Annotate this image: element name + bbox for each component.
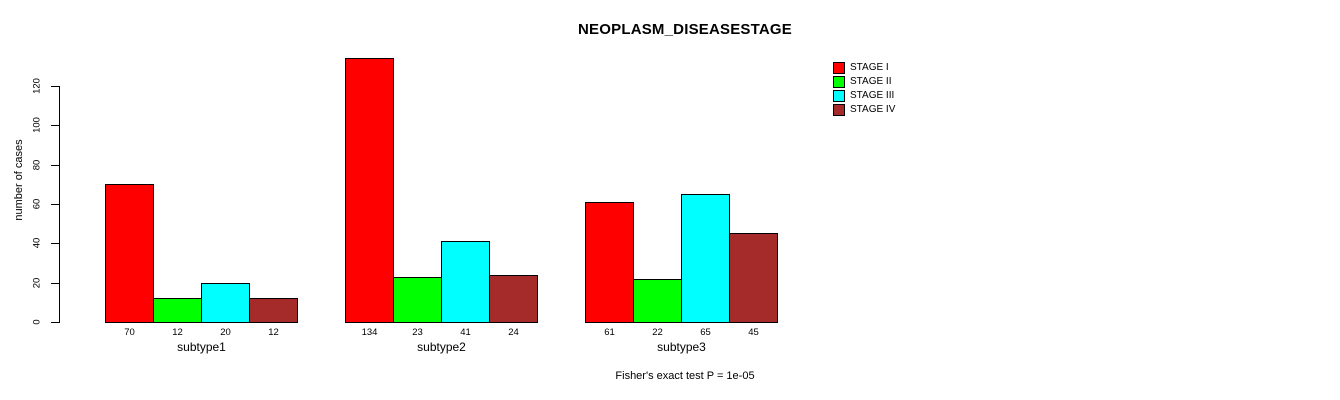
chart-title: NEOPLASM_DISEASESTAGE: [578, 21, 792, 38]
bar-subtype3-stage-iii: [681, 194, 730, 323]
y-axis-tick: [51, 86, 59, 87]
y-axis-tick-label: 60: [31, 198, 43, 210]
y-axis-tick-label: 100: [31, 117, 43, 133]
x-axis-category-label: subtype2: [417, 340, 466, 354]
bar-value-label: 65: [700, 327, 711, 338]
bar-subtype2-stage-iv: [489, 275, 538, 323]
bar-value-label: 24: [508, 327, 519, 338]
bar-value-label: 12: [268, 327, 279, 338]
bar-subtype3-stage-iv: [729, 233, 778, 323]
bar-subtype3-stage-i: [585, 202, 634, 323]
x-axis-category-label: subtype1: [177, 340, 226, 354]
legend-label: STAGE IV: [850, 104, 896, 115]
x-axis-category-label: subtype3: [657, 340, 706, 354]
legend-label: STAGE II: [850, 76, 892, 87]
legend-label: STAGE III: [850, 90, 895, 101]
y-axis-tick: [51, 322, 59, 323]
y-axis-tick: [51, 165, 59, 166]
y-axis-tick-label: 40: [31, 237, 43, 249]
bar-value-label: 12: [172, 327, 183, 338]
y-axis-tick: [51, 125, 59, 126]
bar-value-label: 134: [361, 327, 378, 338]
bar-subtype2-stage-ii: [393, 277, 442, 323]
y-axis-tick-label: 20: [31, 277, 43, 289]
bar-subtype3-stage-ii: [633, 279, 682, 323]
bar-subtype2-stage-i: [345, 58, 394, 323]
y-axis-tick: [51, 283, 59, 284]
legend-swatch-stage-i: [833, 62, 845, 74]
y-axis-line: [59, 86, 60, 323]
fisher-test-annotation: Fisher's exact test P = 1e-05: [615, 370, 755, 382]
y-axis-tick-label: 120: [31, 78, 43, 94]
y-axis-tick: [51, 243, 59, 244]
bar-subtype2-stage-iii: [441, 241, 490, 323]
y-axis-tick-label: 0: [31, 319, 43, 325]
bar-value-label: 45: [748, 327, 759, 338]
bar-value-label: 61: [604, 327, 615, 338]
bar-value-label: 23: [412, 327, 423, 338]
legend-swatch-stage-iv: [833, 104, 845, 116]
bar-subtype1-stage-iv: [249, 298, 298, 323]
legend-label: STAGE I: [850, 62, 889, 73]
bar-subtype1-stage-i: [105, 184, 154, 323]
bar-subtype1-stage-iii: [201, 283, 250, 323]
bar-value-label: 70: [124, 327, 135, 338]
y-axis-label: number of cases: [13, 139, 25, 221]
legend-swatch-stage-iii: [833, 90, 845, 102]
bar-value-label: 20: [220, 327, 231, 338]
bar-value-label: 22: [652, 327, 663, 338]
y-axis-tick: [51, 204, 59, 205]
bar-value-label: 41: [460, 327, 471, 338]
y-axis-tick-label: 80: [31, 159, 43, 171]
bar-subtype1-stage-ii: [153, 298, 202, 323]
legend-swatch-stage-ii: [833, 76, 845, 88]
